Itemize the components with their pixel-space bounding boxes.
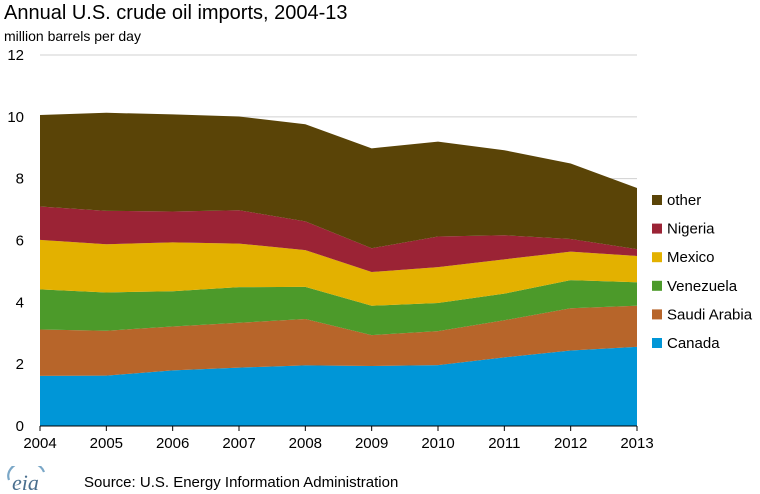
legend: other Nigeria Mexico Venezuela Saudi Arabia C… <box>652 192 753 352</box>
y-tick-label: 4 <box>16 294 24 311</box>
legend-swatch-mexico <box>652 252 662 263</box>
legend-label-other: other <box>667 192 701 209</box>
y-tick-label: 12 <box>7 47 24 64</box>
stacked-area-chart: 0 2 4 6 8 10 12 2004 2005 2006 2007 2008 2009 2010 201… <box>7 47 753 452</box>
area-series <box>40 112 637 426</box>
y-tick-label: 0 <box>16 418 24 435</box>
legend-label-canada: Canada <box>667 335 720 352</box>
chart-title: Annual U.S. crude oil imports, 2004-13 <box>4 2 348 24</box>
legend-swatch-nigeria <box>652 223 662 234</box>
area-saudi-arabia <box>40 305 637 376</box>
legend-label-mexico: Mexico <box>667 249 715 266</box>
footer: eia Source: U.S. Energy Information Admi… <box>0 466 760 494</box>
area-mexico <box>40 239 637 306</box>
chart-subtitle: million barrels per day <box>4 28 141 44</box>
area-canada <box>40 346 637 426</box>
y-tick-label: 6 <box>16 233 24 250</box>
x-tick-label: 2004 <box>23 435 56 452</box>
x-tick-label: 2005 <box>90 435 123 452</box>
eia-logo-icon: eia <box>7 466 46 494</box>
x-tick-label: 2011 <box>488 435 520 452</box>
y-tick-label: 10 <box>7 109 24 126</box>
x-tick-label: 2007 <box>222 435 255 452</box>
x-tick-label: 2008 <box>289 435 322 452</box>
source-note: Source: U.S. Energy Information Administ… <box>84 474 399 491</box>
x-tick-label: 2009 <box>355 435 388 452</box>
eia-logo-text: eia <box>12 470 39 494</box>
legend-label-nigeria: Nigeria <box>667 221 715 238</box>
legend-label-saudi-arabia: Saudi Arabia <box>667 306 753 323</box>
legend-swatch-other <box>652 195 662 205</box>
x-tick-label: 2010 <box>421 435 454 452</box>
x-tick-label: 2012 <box>554 435 587 452</box>
axes: 0 2 4 6 8 10 12 2004 2005 2006 2007 2008 2009 2010 201… <box>7 47 653 452</box>
legend-swatch-canada <box>652 338 662 348</box>
legend-swatch-saudi-arabia <box>652 309 662 320</box>
x-tick-label: 2013 <box>620 435 653 452</box>
area-venezuela <box>40 280 637 336</box>
legend-swatch-venezuela <box>652 280 662 291</box>
x-tick-label: 2006 <box>156 435 189 452</box>
area-nigeria <box>40 206 637 273</box>
legend-label-venezuela: Venezuela <box>667 278 738 295</box>
y-tick-label: 8 <box>16 171 24 188</box>
area-other <box>40 112 637 250</box>
y-tick-label: 2 <box>16 356 24 373</box>
